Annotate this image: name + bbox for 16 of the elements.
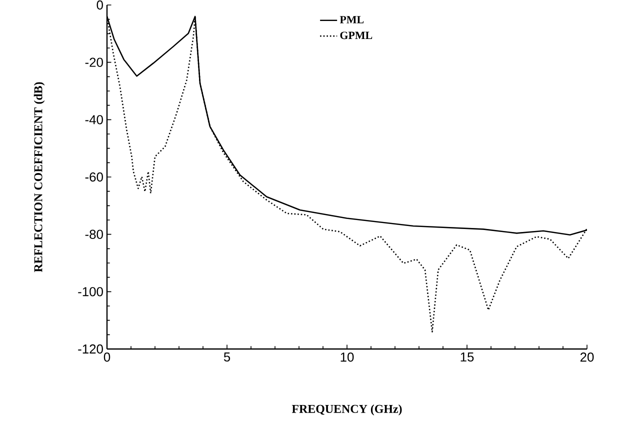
x-tick-label: 15 — [460, 352, 474, 362]
legend-label: GPML — [340, 32, 372, 40]
y-tick-label: -60 — [85, 172, 103, 182]
x-tick-label: 5 — [224, 352, 230, 362]
y-tick-label: -40 — [85, 115, 103, 124]
legend-label: PML — [340, 16, 364, 24]
y-tick-label: -100 — [78, 287, 103, 296]
x-axis-title: FREQUENCY (GHz) — [292, 404, 402, 416]
y-tick-label: -20 — [85, 58, 103, 67]
x-tick-label: 10 — [340, 352, 354, 362]
y-tick-label: 0 — [96, 0, 103, 10]
x-tick-label: 20 — [580, 352, 594, 362]
y-axis-title: REFLECTION COEFFICIENT (dB) — [34, 82, 45, 272]
x-tick-label: 0 — [104, 352, 110, 362]
y-tick-label: -80 — [85, 230, 103, 239]
y-tick-label: -120 — [78, 344, 103, 354]
